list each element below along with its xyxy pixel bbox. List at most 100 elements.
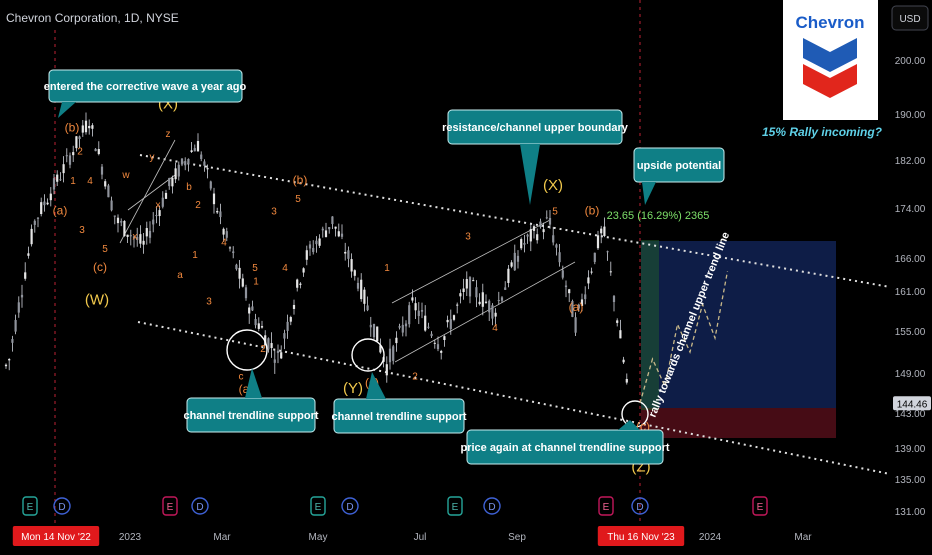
candle-body <box>571 300 574 317</box>
candle-body <box>331 216 334 225</box>
time-axis[interactable]: Mon 14 Nov '22 2023 Mar May Jul Sep Thu 16 Nov… <box>12 526 812 546</box>
event-marker[interactable]: E <box>162 496 178 516</box>
event-marker[interactable]: D <box>191 497 209 515</box>
candle-body <box>340 233 344 237</box>
wave-label: 1 <box>253 276 259 287</box>
candle-body <box>200 154 203 159</box>
time-tick-label: Sep <box>508 532 526 543</box>
callout-corrective-wave[interactable]: entered the corrective wave a year ago <box>44 69 247 118</box>
candle-body <box>267 338 270 350</box>
wave-label: a <box>177 270 183 281</box>
time-tick-label: 2024 <box>699 532 722 543</box>
event-letter: E <box>167 502 174 513</box>
candle-body <box>424 315 427 331</box>
event-marker[interactable]: E <box>22 496 38 516</box>
candle-body <box>14 319 17 332</box>
stop-zone[interactable] <box>641 408 836 438</box>
candle-body <box>209 181 212 189</box>
callout-support-2[interactable]: channel trendline support <box>331 372 467 434</box>
candle-body <box>203 161 206 166</box>
callout-support-3[interactable]: price again at channel trendline support <box>460 420 670 465</box>
target-zone[interactable] <box>641 241 836 408</box>
candle-body <box>254 319 257 326</box>
price-tick-label: 200.00 <box>895 56 926 67</box>
projected-path <box>639 271 729 404</box>
candle-body <box>353 270 356 276</box>
candle-body <box>174 168 177 180</box>
candlestick-series <box>4 112 628 385</box>
price-tick-label: 139.00 <box>895 444 926 455</box>
candle-body <box>488 300 491 313</box>
wave-label: 2 <box>412 372 418 383</box>
event-marker[interactable]: D <box>483 497 501 515</box>
candle-body <box>625 378 628 383</box>
event-marker[interactable]: D <box>341 497 359 515</box>
wave-label: x <box>133 231 138 242</box>
candle-body <box>4 364 8 367</box>
candle-body <box>491 305 494 319</box>
candle-body <box>596 235 600 249</box>
candle-body <box>510 262 513 267</box>
candle-body <box>123 220 126 237</box>
candle-body <box>484 301 488 303</box>
callout-text: upside potential <box>637 160 721 172</box>
candle-body <box>232 251 235 253</box>
event-marker[interactable]: E <box>447 496 463 516</box>
event-marker[interactable]: D <box>631 497 649 515</box>
currency-button[interactable]: USD <box>891 5 929 31</box>
candle-body <box>62 164 65 174</box>
candle-body <box>152 219 155 225</box>
lower-channel-line[interactable] <box>137 321 891 475</box>
candle-body <box>91 125 94 129</box>
candle-body <box>350 259 353 272</box>
candle-body <box>472 280 475 282</box>
candle-body <box>36 217 40 219</box>
candle-body <box>449 319 452 329</box>
candle-body <box>75 136 78 149</box>
callout-support-1[interactable]: channel trendline support <box>183 368 319 433</box>
callout-resistance[interactable]: resistance/channel upper boundary <box>442 109 629 205</box>
measure-label: 23.65 (16.29%) 2365 <box>607 210 710 222</box>
candle-body <box>251 306 254 311</box>
candle-body <box>616 320 619 323</box>
candle-body <box>299 283 302 285</box>
candle-body <box>193 148 196 152</box>
candle-body <box>612 296 616 303</box>
candle-body <box>84 120 88 133</box>
upper-channel-line[interactable] <box>139 154 891 288</box>
wave-label: (a) <box>53 203 68 217</box>
candle-body <box>248 307 251 314</box>
candle-body <box>494 312 497 317</box>
candle-body <box>190 150 193 152</box>
time-tick: 2024 <box>699 532 722 543</box>
event-marker[interactable]: E <box>598 496 614 516</box>
candle-body <box>526 234 529 237</box>
event-marker[interactable]: D <box>53 497 71 515</box>
price-tick-label: 182.00 <box>895 156 926 167</box>
candle-body <box>574 317 577 333</box>
event-marker[interactable]: E <box>310 496 326 516</box>
candle-body <box>372 323 376 338</box>
candle-body <box>321 228 324 231</box>
candle-body <box>212 193 216 205</box>
candle-body <box>107 185 110 198</box>
candle-body <box>481 292 484 307</box>
candle-body <box>356 282 360 289</box>
callout-upside-potential[interactable]: upside potential <box>633 147 725 205</box>
event-letter: E <box>315 502 322 513</box>
wave-structure-lines <box>119 139 576 363</box>
price-axis[interactable]: 200.00 190.00 182.00 174.00 166.00 161.00 155.… <box>895 56 926 518</box>
candle-body <box>228 247 232 249</box>
callout-text: price again at channel trendline support <box>460 442 669 454</box>
candle-body <box>580 299 584 307</box>
candle-body <box>392 346 395 361</box>
event-marker[interactable]: E <box>752 496 768 516</box>
price-tick-label: 135.00 <box>895 475 926 486</box>
candle-body <box>126 234 129 237</box>
candle-body <box>155 214 158 217</box>
candle-body <box>577 304 580 309</box>
candle-body <box>56 174 59 182</box>
candle-body <box>244 287 248 299</box>
